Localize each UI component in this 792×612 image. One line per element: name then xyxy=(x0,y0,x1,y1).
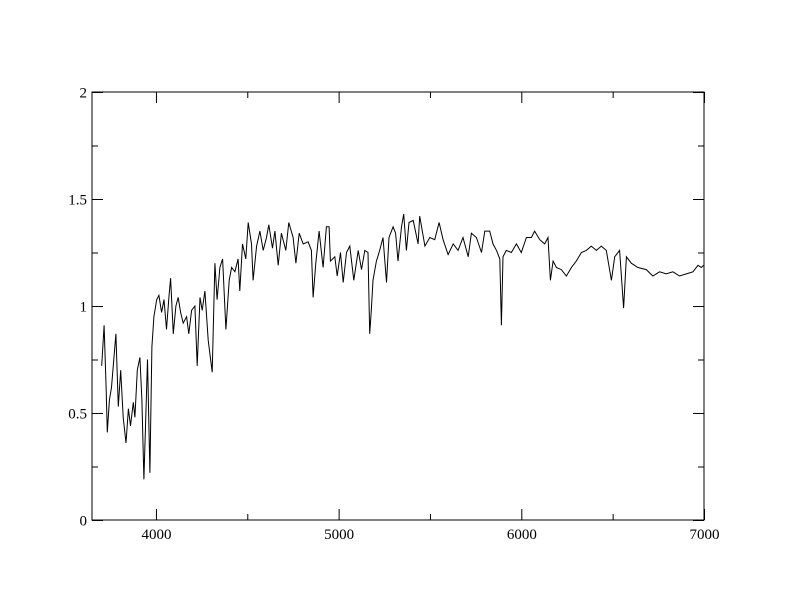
plot-frame xyxy=(91,91,705,521)
x-tick-label: 4000 xyxy=(141,527,171,543)
x-tick-label: 6000 xyxy=(507,527,537,543)
x-tick-label: 5000 xyxy=(324,527,354,543)
tick-labels: 4000 5000 6000 7000 0 0.5 1 1.5 2 xyxy=(68,86,719,544)
x-tick-label: 7000 xyxy=(690,527,720,543)
y-tick-label: 0 xyxy=(80,514,88,530)
axis-ticks xyxy=(92,92,705,521)
y-tick-label: 1.5 xyxy=(68,193,87,209)
y-tick-label: 1 xyxy=(80,300,88,316)
series-line xyxy=(101,213,704,480)
y-tick-label: 2 xyxy=(80,86,88,102)
y-tick-label: 0.5 xyxy=(68,407,87,423)
